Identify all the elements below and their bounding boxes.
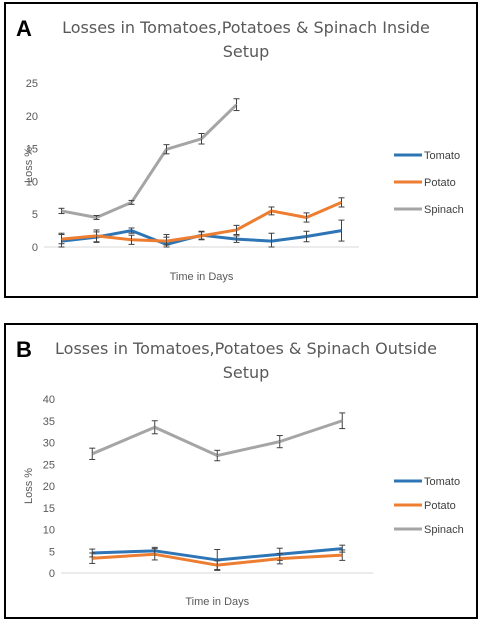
spinach-point: [61, 210, 62, 212]
legend-spinach-label: Spinach: [424, 204, 464, 216]
potato-point: [201, 235, 202, 237]
spinach-point: [154, 426, 156, 428]
chart-panel-a: A Losses in Tomatoes,Potatoes & Spinach …: [4, 2, 478, 298]
legend-potato-label: Potato: [424, 177, 456, 189]
spinach-point: [216, 455, 218, 457]
legend-spinach-label: Spinach: [424, 524, 464, 536]
spinach-point: [166, 148, 167, 150]
panel-label-b: B: [16, 337, 32, 362]
panel-label-a: A: [16, 16, 32, 41]
y-tick-label: 0: [32, 242, 38, 254]
y-tick-label: 5: [32, 209, 38, 221]
legend-potato-label: Potato: [424, 500, 456, 512]
potato-point: [271, 210, 272, 212]
y-tick-label: 30: [43, 438, 55, 450]
y-tick-label: 0: [49, 568, 55, 580]
y-tick-label: 20: [43, 481, 55, 493]
y-axis-label: Loss %: [23, 468, 35, 504]
tomato-point: [271, 240, 272, 242]
spinach-point: [91, 453, 93, 455]
potato-point: [154, 553, 156, 555]
potato-point: [61, 238, 62, 240]
spinach-point: [341, 420, 343, 422]
potato-point: [341, 554, 343, 556]
tomato-point: [341, 548, 343, 550]
spinach-point: [96, 216, 97, 218]
y-tick-label: 10: [26, 176, 38, 188]
potato-point: [216, 564, 218, 566]
chart-title-a: Losses in Tomatoes,Potatoes & Spinach In…: [62, 18, 430, 61]
legend-tomato-label: Tomato: [424, 476, 460, 488]
x-axis-label: Time in Days: [170, 271, 234, 283]
y-tick-label: 10: [43, 525, 55, 537]
y-tick-label: 15: [26, 144, 38, 156]
potato-point: [91, 557, 93, 559]
potato-point: [236, 229, 237, 231]
y-tick-label: 25: [26, 78, 38, 90]
potato-point: [131, 239, 132, 241]
y-tick-label: 35: [43, 416, 55, 428]
tomato-point: [236, 238, 237, 240]
chart-title-b: Losses in Tomatoes,Potatoes & Spinach Ou…: [55, 339, 437, 382]
chart-panel-b: B Losses in Tomatoes,Potatoes & Spinach …: [4, 323, 478, 619]
y-tick-label: 20: [26, 111, 38, 123]
spinach-point: [131, 201, 132, 203]
x-axis-label: Time in Days: [185, 596, 249, 608]
potato-point: [166, 240, 167, 242]
potato-point: [341, 201, 342, 203]
spinach-point: [279, 441, 281, 443]
potato-point: [279, 558, 281, 560]
spinach-point: [236, 104, 237, 106]
spinach-point: [201, 138, 202, 140]
tomato-point: [131, 230, 132, 232]
line-chart-a: 0 5 10 15 20 25 Time in Days Loss % Tomato Potato…: [23, 78, 464, 283]
line-chart-b: 0 5 10 15 20 25 30 35 40 Time in Days Loss % Tomato…: [23, 394, 464, 608]
potato-point: [96, 235, 97, 237]
y-tick-label: 15: [43, 503, 55, 515]
y-tick-label: 25: [43, 459, 55, 471]
y-tick-label: 40: [43, 394, 55, 406]
potato-point: [306, 216, 307, 218]
spinach-line-a: [61, 103, 238, 219]
legend-tomato-label: Tomato: [424, 150, 460, 162]
y-axis-label: Loss %: [23, 147, 35, 183]
tomato-point: [341, 230, 342, 232]
tomato-point: [216, 559, 218, 561]
tomato-point: [306, 236, 307, 238]
y-tick-label: 5: [49, 546, 55, 558]
